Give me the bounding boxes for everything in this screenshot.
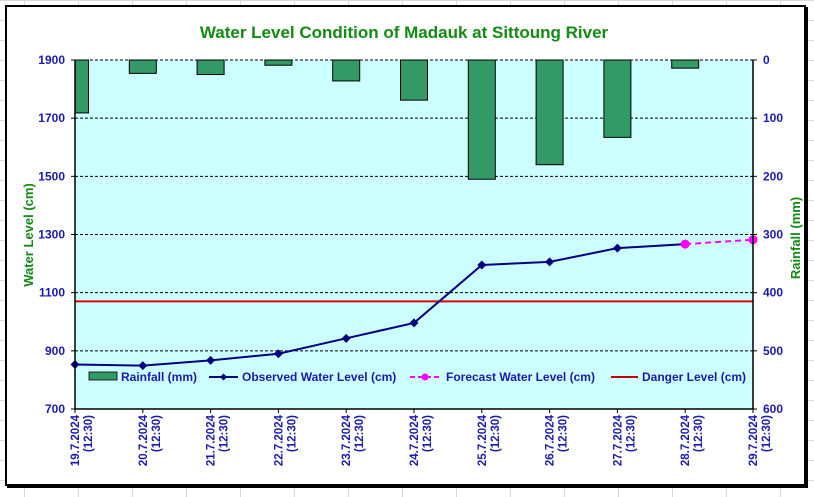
y-left-tick-label: 1900 [38, 53, 65, 67]
y-left-axis-title: Water Level (cm) [21, 183, 36, 287]
x-tick-sublabel: (12:30) [219, 415, 231, 452]
x-tick-label: 25.7.2024 [477, 414, 489, 466]
rainfall-bar [535, 59, 564, 166]
x-tick-label: 26.7.2024 [545, 414, 557, 466]
observed-point [477, 260, 487, 270]
forecast-water-level-line [685, 238, 754, 246]
rainfall-bar [264, 59, 293, 66]
rainfall-bar [74, 59, 89, 114]
observed-point [341, 333, 351, 343]
y-right-tick-label: 500 [763, 344, 783, 358]
observed-point [273, 349, 283, 359]
y-right-tick-label: 0 [763, 53, 770, 67]
x-tick-sublabel: (12:30) [151, 415, 163, 452]
y-right-tick-label: 400 [763, 286, 783, 300]
rainfall-bar [400, 59, 428, 101]
y-left-tick-label: 1100 [39, 286, 65, 300]
rainfall-bar [332, 59, 361, 82]
x-tick-label: 24.7.2024 [409, 414, 421, 466]
observed-point [409, 318, 419, 328]
y-left-tick-label: 700 [45, 402, 65, 416]
observed-point [545, 257, 555, 267]
x-tick-label: 27.7.2024 [612, 414, 624, 466]
x-tick-label: 23.7.2024 [341, 414, 353, 466]
legend-rainfall-label: Rainfall (mm) [121, 370, 197, 384]
x-tick-label: 29.7.2024 [748, 414, 760, 466]
rainfall-bar [196, 59, 225, 76]
x-tick-sublabel: (12:30) [286, 415, 298, 452]
legend-rainfall-swatch [88, 371, 118, 381]
rainfall-bar [603, 59, 632, 138]
legend-observed-marker [220, 373, 227, 381]
chart-title: Water Level Condition of Madauk at Sitto… [200, 23, 609, 42]
y-right-tick-label: 600 [763, 402, 783, 416]
x-tick-label: 28.7.2024 [680, 414, 692, 466]
legend-forecast-marker [421, 373, 429, 381]
observed-point [138, 361, 148, 371]
x-tick-sublabel: (12:30) [490, 415, 502, 452]
y-right-tick-label: 300 [763, 228, 783, 242]
x-tick-sublabel: (12:30) [625, 415, 637, 452]
y-left-tick-label: 900 [45, 344, 65, 358]
x-tick-label: 21.7.2024 [206, 414, 218, 466]
x-tick-label: 22.7.2024 [273, 414, 285, 466]
y-right-tick-label: 100 [763, 111, 783, 125]
y-left-tick-label: 1700 [38, 111, 65, 125]
y-left-tick-label: 1300 [38, 228, 65, 242]
x-tick-sublabel: (12:30) [354, 415, 366, 452]
observed-water-level-line [74, 243, 686, 367]
y-right-tick-label: 200 [763, 169, 783, 183]
x-tick-sublabel: (12:30) [83, 415, 95, 452]
rainfall-bar [128, 59, 157, 74]
x-tick-sublabel: (12:30) [558, 415, 570, 452]
x-tick-label: 20.7.2024 [138, 414, 150, 466]
rainfall-bar [467, 59, 496, 180]
y-right-axis-title: Rainfall (mm) [788, 197, 803, 279]
observed-point [612, 243, 622, 253]
x-tick-sublabel: (12:30) [422, 415, 434, 452]
legend-observed-label: Observed Water Level (cm) [242, 370, 396, 384]
legend-danger-label: Danger Level (cm) [642, 370, 746, 384]
x-tick-sublabel: (12:30) [693, 415, 705, 452]
observed-point [206, 355, 216, 365]
x-tick-sublabel: (12:30) [761, 415, 773, 452]
x-tick-label: 19.7.2024 [70, 414, 82, 466]
forecast-point [680, 239, 690, 249]
y-left-tick-label: 1500 [38, 169, 65, 183]
legend: Rainfall (mm) Observed Water Level (cm) … [88, 370, 746, 384]
legend-forecast-label: Forecast Water Level (cm) [446, 370, 595, 384]
rainfall-bar [671, 59, 700, 69]
